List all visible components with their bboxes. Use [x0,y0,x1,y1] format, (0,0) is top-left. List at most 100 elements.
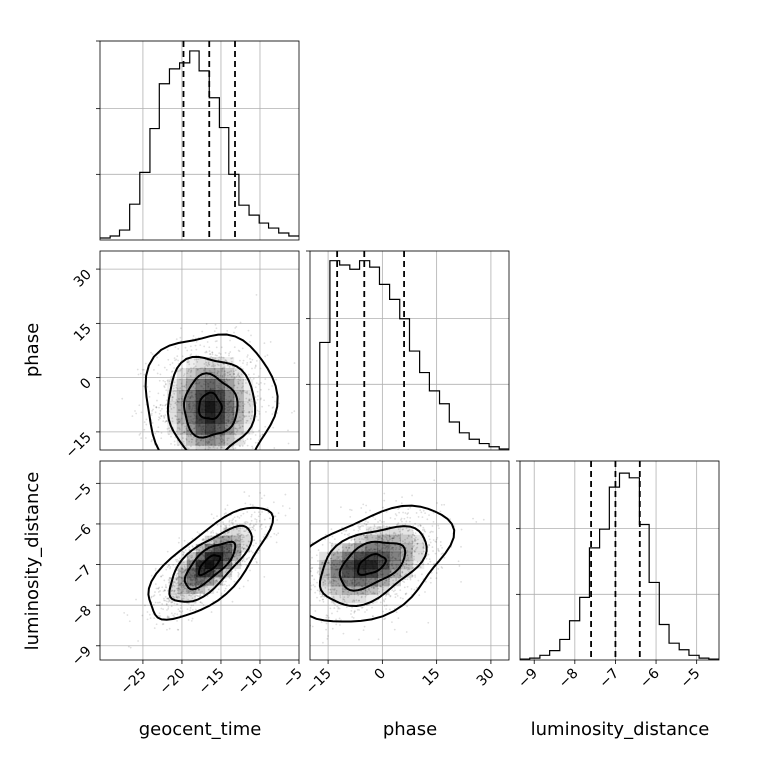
scatter-point [374,592,376,595]
scatter-point [194,585,197,588]
x-tick-label: 0 [372,666,390,684]
scatter-point [181,413,184,415]
scatter-point [394,593,397,596]
scatter-point [175,575,178,578]
scatter-point [405,551,408,554]
scatter-point [328,580,331,582]
scatter-point [405,631,408,633]
scatter-point [194,365,197,368]
scatter-point [327,616,330,619]
scatter-point [241,425,244,428]
scatter-point [406,549,409,552]
scatter-point [350,509,353,512]
scatter-point [347,534,350,537]
scatter-point [163,597,165,600]
scatter-point [405,559,408,562]
scatter-point [410,554,413,557]
scatter-point [391,556,394,559]
scatter-point [191,456,193,458]
scatter-point [401,570,404,573]
scatter-point [214,364,216,367]
scatter-point [160,607,163,610]
scatter-point [180,327,182,330]
density-cell [195,423,206,435]
scatter-point [193,468,195,470]
scatter-point [239,554,242,557]
scatter-point [245,458,247,460]
scatter-point [378,526,380,529]
density-cell [342,577,355,587]
scatter-point [256,623,258,625]
scatter-point [249,340,251,343]
scatter-point [183,431,185,434]
scatter-point [172,582,174,585]
scatter-point [336,552,339,555]
scatter-point [343,533,346,536]
scatter-point [234,433,237,436]
scatter-point [228,584,231,587]
scatter-point [231,600,234,603]
scatter-point [230,462,232,464]
scatter-point [406,554,409,556]
scatter-point [397,533,400,536]
scatter-point [242,385,244,388]
scatter-point [251,526,254,529]
density-cell [177,593,188,603]
scatter-point [394,548,397,551]
scatter-point [165,403,168,406]
scatter-point [192,566,194,569]
scatter-point [339,594,342,597]
scatter-point [173,440,176,443]
scatter-point [195,531,197,533]
scatter-point [237,409,240,412]
scatter-point [389,594,392,597]
scatter-point [179,433,182,435]
scatter-point [216,515,218,518]
scatter-point [181,355,184,358]
scatter-point [175,596,178,599]
scatter-point [232,522,234,524]
scatter-point [258,549,261,552]
scatter-point [377,594,379,597]
scatter-point [357,594,360,597]
scatter-point [244,522,247,525]
scatter-point [247,638,249,640]
contour-line [356,552,387,576]
scatter-point [407,557,410,559]
scatter-point [213,569,216,572]
scatter-point [222,580,225,583]
scatter-point [219,455,221,457]
scatter-point [169,566,172,568]
scatter-point [160,575,162,578]
scatter-point [353,611,356,614]
scatter-point [365,504,368,507]
scatter-point [372,516,375,518]
scatter-point [390,547,393,550]
scatter-point [387,540,390,543]
scatter-point [396,535,399,538]
scatter-point [400,546,403,549]
scatter-point [219,374,222,377]
scatter-point [230,360,233,363]
scatter-point [363,538,365,541]
scatter-point [186,466,188,468]
scatter-point [233,535,236,538]
scatter-point [245,534,248,537]
scatter-point [238,539,241,542]
scatter-point [331,535,334,538]
scatter-point [245,558,248,561]
scatter-point [248,556,250,559]
scatter-point [213,570,216,573]
scatter-point [399,546,401,548]
scatter-point [417,524,420,527]
scatter-point [148,395,151,398]
scatter-point [185,427,188,430]
scatter-point [400,551,403,554]
scatter-point [192,367,195,370]
scatter-point [257,552,259,554]
scatter-point [338,617,341,620]
scatter-point [412,540,415,543]
scatter-point [225,524,228,527]
scatter-point [166,550,169,553]
scatter-point [310,570,312,573]
